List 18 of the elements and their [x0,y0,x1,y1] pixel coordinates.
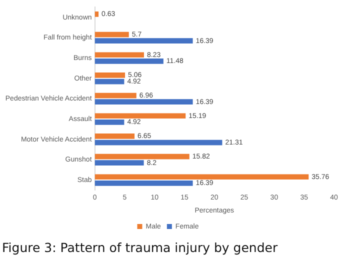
bar [94,120,124,125]
bar [94,99,193,105]
bar [94,160,144,166]
bar [94,113,186,119]
bar [94,52,144,58]
bar [94,180,193,186]
bar [94,140,222,146]
bar [94,92,136,98]
bar [94,72,126,78]
bar [94,58,164,64]
bar [94,38,193,44]
bar [94,78,124,84]
bar [94,12,99,17]
text: Figure 3: Pattern of trauma injury by gender [2,240,279,255]
bar [94,134,135,139]
bar [94,32,129,38]
bar [94,174,309,180]
bar [94,154,190,160]
